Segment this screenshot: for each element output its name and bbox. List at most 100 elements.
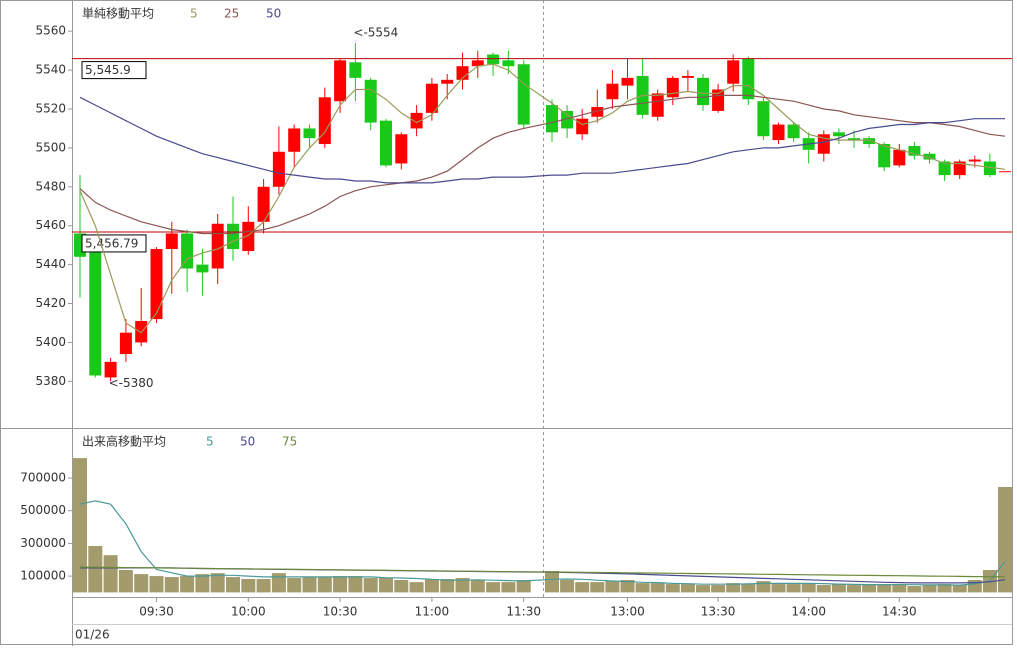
candle-body xyxy=(487,54,500,65)
volume-bar xyxy=(302,577,317,593)
candle-body xyxy=(89,250,102,376)
candle-body xyxy=(878,144,891,168)
volume-bar xyxy=(711,585,726,593)
candle-body xyxy=(968,159,981,162)
y-tick-label: 100000 xyxy=(20,569,66,583)
candle-body xyxy=(119,332,132,355)
volume-bar xyxy=(680,584,695,593)
y-tick-label: 5420 xyxy=(35,296,66,310)
candle-body xyxy=(651,93,664,117)
x-tick-label: 11:30 xyxy=(506,605,541,619)
y-tick-label: 5500 xyxy=(35,140,66,154)
volume-bar xyxy=(937,584,952,593)
volume-bar xyxy=(847,585,861,593)
volume-bar xyxy=(256,579,271,593)
candle-body xyxy=(257,186,270,222)
reference-label: 5,545.9 xyxy=(85,63,131,77)
volume-bar xyxy=(801,583,816,593)
candle-body xyxy=(242,221,255,251)
annotation: <-5554 xyxy=(353,25,398,39)
candle-body xyxy=(787,124,800,139)
x-tick-label: 14:30 xyxy=(882,605,917,619)
volume-bar xyxy=(501,582,516,593)
volume-bar xyxy=(409,582,424,593)
legend-title: 単純移動平均 xyxy=(82,7,154,21)
moving-average-line xyxy=(79,500,1006,586)
candle-body xyxy=(621,77,634,86)
volume-bar xyxy=(756,581,771,593)
x-tick-label: 09:30 xyxy=(139,605,174,619)
moving-average-line xyxy=(79,96,1005,184)
candle-body xyxy=(364,79,377,123)
volume-bar xyxy=(394,579,409,593)
volume-bar xyxy=(741,584,756,593)
candle-body xyxy=(395,134,408,164)
candle-body xyxy=(303,128,316,139)
candle-body xyxy=(561,110,574,129)
candle-body xyxy=(953,161,966,176)
candle-body xyxy=(181,233,194,269)
volume-bar xyxy=(907,586,922,593)
candle-body xyxy=(150,249,163,320)
volume-bar xyxy=(605,581,620,593)
candle-body xyxy=(410,112,423,129)
volume-bar xyxy=(363,578,378,593)
volume-bar xyxy=(424,579,439,593)
volume-bar xyxy=(665,584,680,593)
candle-body xyxy=(742,58,755,100)
candle-body xyxy=(983,161,996,176)
legend-title: 出来高移動平均 xyxy=(82,434,166,449)
y-tick-label: 5480 xyxy=(35,179,66,193)
volume-bar xyxy=(134,574,149,593)
volume-bar xyxy=(317,577,332,593)
candle-body xyxy=(591,107,604,117)
volume-bar xyxy=(892,585,907,593)
volume-bar xyxy=(696,585,710,593)
legend-entry: 75 xyxy=(282,435,297,449)
candle-body xyxy=(999,171,1011,173)
x-tick-label: 10:00 xyxy=(231,605,266,619)
candle-body xyxy=(772,124,785,141)
volume-bar xyxy=(348,576,363,593)
candle-body xyxy=(349,62,362,78)
candle-body xyxy=(471,60,484,67)
x-tick-label: 11:00 xyxy=(415,605,450,619)
volume-bar xyxy=(620,579,635,593)
volume-bar xyxy=(73,458,87,593)
volume-bar xyxy=(470,579,485,593)
y-tick-label: 500000 xyxy=(20,503,66,517)
volume-bar xyxy=(440,579,455,593)
candle-body xyxy=(848,138,860,141)
volume-bar xyxy=(516,579,531,593)
volume-bar xyxy=(786,584,801,593)
legend-entry: 50 xyxy=(266,7,281,21)
volume-bar xyxy=(118,570,133,593)
candle-body xyxy=(938,161,951,176)
y-tick-label: 5380 xyxy=(35,374,66,388)
candle-body xyxy=(196,264,209,273)
candle-body xyxy=(681,75,694,78)
y-tick-label: 5560 xyxy=(35,24,66,38)
volume-bar xyxy=(88,546,103,593)
volume-bar xyxy=(877,584,892,593)
volume-bar xyxy=(195,574,210,593)
candle-body xyxy=(456,66,469,80)
volume-bar xyxy=(164,577,179,593)
y-tick-label: 5460 xyxy=(35,218,66,232)
candle-body xyxy=(606,83,619,100)
volume-bar xyxy=(545,571,559,593)
volume-bar xyxy=(180,576,195,593)
volume-bar xyxy=(241,579,256,593)
volume-bar xyxy=(726,583,741,593)
candle-body xyxy=(908,145,921,156)
x-tick-label: 13:00 xyxy=(610,605,645,619)
legend-entry: 5 xyxy=(206,435,214,449)
y-tick-label: 5400 xyxy=(35,335,66,349)
reference-label: 5,456.79 xyxy=(85,236,138,250)
volume-bar xyxy=(650,583,665,593)
volume-bar xyxy=(149,576,164,593)
candle-body xyxy=(380,120,392,166)
annotation: <-5380 xyxy=(109,376,154,390)
